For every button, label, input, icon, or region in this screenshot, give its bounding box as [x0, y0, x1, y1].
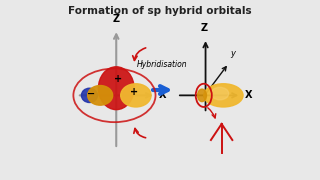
- Text: y: y: [230, 49, 235, 58]
- Ellipse shape: [197, 89, 206, 102]
- Ellipse shape: [81, 88, 98, 102]
- Text: Z: Z: [200, 23, 207, 33]
- Text: X: X: [245, 90, 252, 100]
- Text: Hybridisation: Hybridisation: [137, 60, 188, 69]
- Text: X: X: [159, 90, 167, 100]
- Ellipse shape: [121, 84, 151, 107]
- Text: Z: Z: [113, 14, 120, 24]
- Text: Formation of sp hybrid orbitals: Formation of sp hybrid orbitals: [68, 6, 252, 16]
- Text: +: +: [114, 74, 122, 84]
- Text: −: −: [87, 89, 95, 99]
- Ellipse shape: [204, 84, 243, 107]
- Ellipse shape: [88, 86, 113, 105]
- Ellipse shape: [98, 67, 134, 110]
- Ellipse shape: [211, 87, 229, 100]
- Text: +: +: [130, 87, 138, 97]
